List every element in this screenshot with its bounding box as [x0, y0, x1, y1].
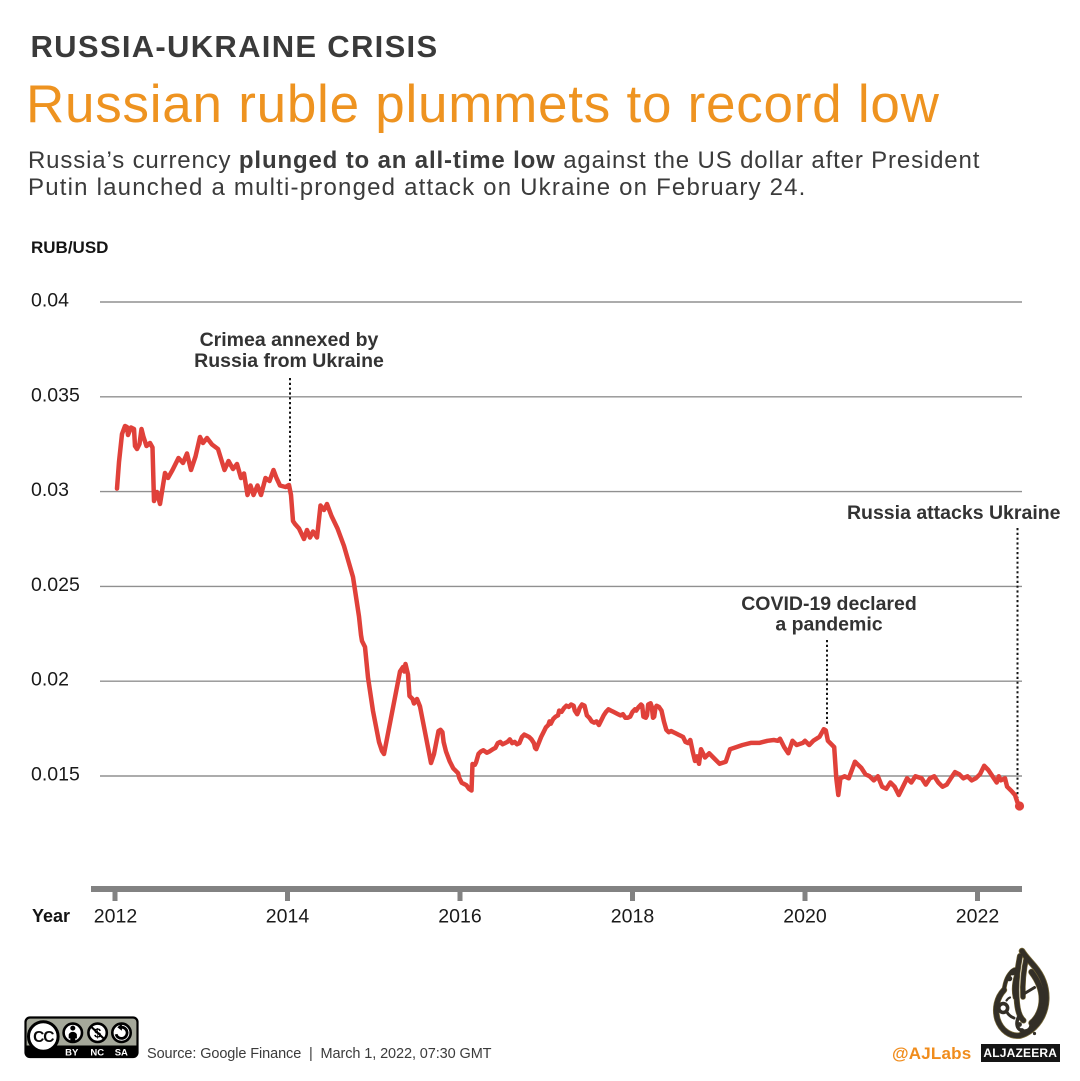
svg-text:0.03: 0.03 — [31, 479, 69, 501]
svg-text:CC: CC — [33, 1029, 54, 1046]
svg-text:2018: 2018 — [611, 906, 654, 928]
svg-text:Russia attacks Ukraine: Russia attacks Ukraine — [847, 502, 1061, 524]
svg-text:2014: 2014 — [266, 906, 310, 928]
svg-text:2012: 2012 — [94, 906, 137, 928]
svg-text:Year: Year — [32, 906, 70, 926]
svg-text:2016: 2016 — [438, 906, 481, 928]
svg-text:NC: NC — [90, 1048, 104, 1059]
svg-text:0.015: 0.015 — [31, 764, 80, 786]
svg-text:0.02: 0.02 — [31, 669, 69, 691]
svg-text:0.035: 0.035 — [31, 384, 80, 406]
svg-text:Crimea annexed by: Crimea annexed by — [200, 329, 379, 351]
svg-text:BY: BY — [65, 1048, 79, 1059]
svg-text:0.04: 0.04 — [31, 290, 69, 312]
svg-text:Russia from Ukraine: Russia from Ukraine — [194, 350, 384, 372]
svg-text:COVID-19 declared: COVID-19 declared — [741, 593, 917, 615]
svg-text:0.025: 0.025 — [31, 574, 80, 596]
svg-text:2020: 2020 — [783, 906, 827, 928]
svg-text:a pandemic: a pandemic — [775, 614, 882, 636]
svg-text:SA: SA — [115, 1048, 128, 1059]
svg-text:2022: 2022 — [956, 906, 999, 928]
